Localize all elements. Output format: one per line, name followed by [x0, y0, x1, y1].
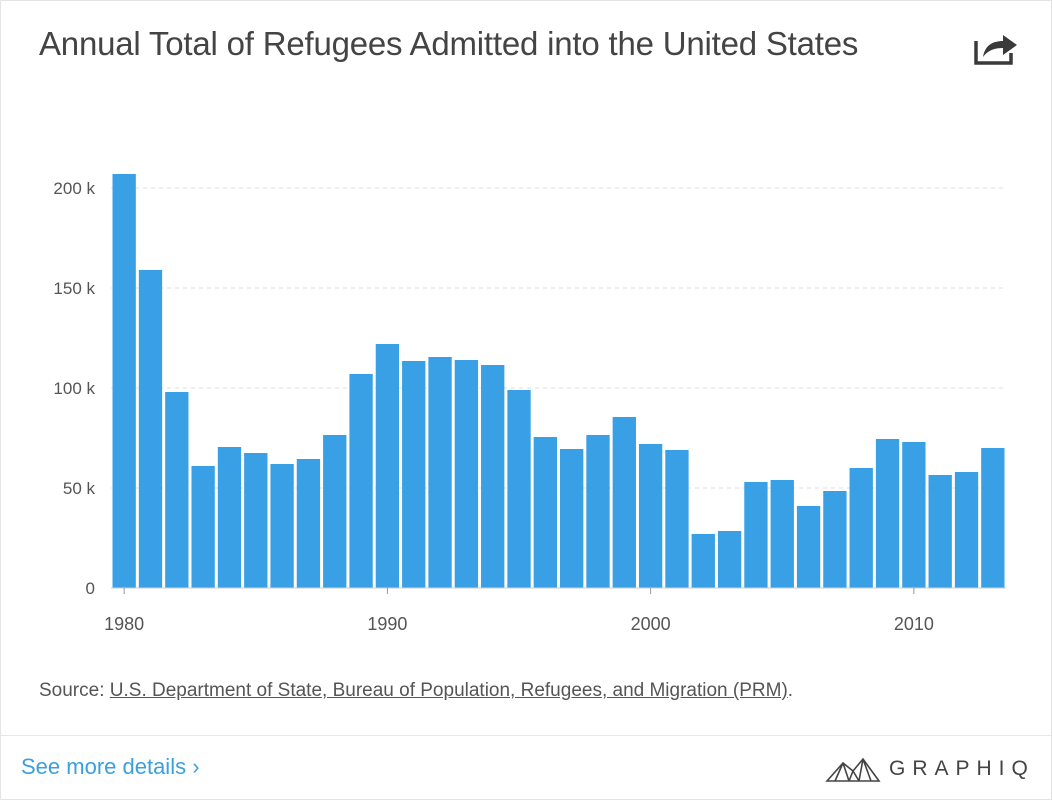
bar-1999 — [612, 417, 636, 588]
bar-1980 — [112, 174, 136, 588]
graphiq-logo: GRAPHIQ — [825, 753, 1035, 785]
y-tick-label: 200 k — [53, 179, 95, 198]
bar-1985 — [244, 453, 268, 588]
x-tick-label: 2000 — [631, 614, 671, 634]
bar-1994 — [481, 365, 505, 588]
y-tick-label: 150 k — [53, 279, 95, 298]
bar-2005 — [770, 480, 794, 588]
bar-1996 — [533, 437, 557, 588]
source-suffix: . — [787, 680, 794, 701]
bar-1995 — [507, 390, 531, 588]
bar-2011 — [928, 475, 952, 588]
bar-chart: 0 50 k 100 k 150 k 200 k 1980 1990 2000 2010 — [53, 174, 1006, 634]
bar-2007 — [823, 491, 847, 588]
source-note: Source: U.S. Department of State, Bureau… — [39, 680, 793, 702]
x-tick-label: 2010 — [894, 614, 934, 634]
chart-title: Annual Total of Refugees Admitted into t… — [39, 25, 859, 62]
y-tick-label: 0 — [86, 579, 95, 598]
bar-1997 — [560, 449, 584, 588]
share-icon[interactable] — [973, 27, 1019, 67]
bar-1981 — [138, 270, 163, 588]
bar-2009 — [875, 439, 900, 588]
bar-2012 — [954, 472, 979, 588]
see-more-details-link[interactable]: See more details › — [21, 754, 200, 779]
bar-2008 — [849, 468, 873, 588]
y-tick-label: 100 k — [53, 379, 95, 398]
bar-2002 — [691, 534, 715, 588]
bar-1989 — [349, 374, 373, 588]
bar-1983 — [191, 466, 215, 588]
bar-1988 — [323, 435, 347, 588]
source-prefix: Source: — [39, 680, 110, 701]
bar-1987 — [296, 459, 321, 588]
bar-2000 — [638, 444, 663, 588]
x-tick-label: 1990 — [367, 614, 407, 634]
graphiq-mountain-icon — [825, 757, 881, 782]
footer-divider — [1, 735, 1051, 736]
source-link[interactable]: U.S. Department of State, Bureau of Popu… — [109, 680, 788, 701]
bar-1992 — [428, 357, 452, 588]
bar-1984 — [217, 447, 242, 588]
bar-1991 — [402, 361, 426, 588]
bar-2013 — [981, 448, 1005, 588]
bar-1993 — [454, 360, 479, 588]
bar-1998 — [586, 435, 610, 588]
bar-2001 — [665, 450, 689, 588]
x-tick-label: 1980 — [104, 614, 144, 634]
bar-1986 — [270, 464, 294, 588]
bar-2003 — [717, 531, 742, 588]
bar-2006 — [796, 506, 821, 588]
bar-1982 — [165, 392, 189, 588]
y-tick-label: 50 k — [63, 479, 96, 498]
brand-name: GRAPHIQ — [889, 757, 1035, 780]
bar-1990 — [375, 344, 400, 588]
bar-2010 — [902, 442, 926, 588]
bar-2004 — [744, 482, 768, 588]
